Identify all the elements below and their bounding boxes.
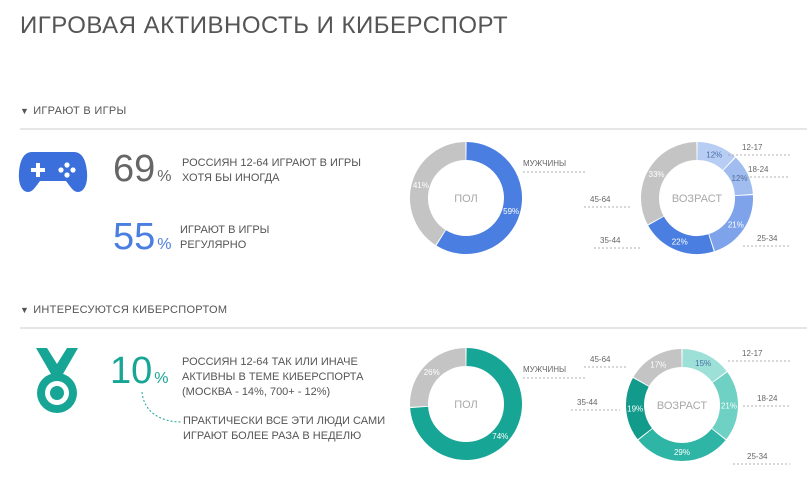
donut-segment xyxy=(436,142,522,254)
stat-text-line: ХОТЯ БЫ ИНОГДА xyxy=(182,172,280,184)
section-divider xyxy=(20,128,807,130)
note-connector-line xyxy=(141,392,183,423)
segment-value-label: 21% xyxy=(728,220,744,229)
donut-center-title: ПОЛ xyxy=(454,193,478,205)
stat-description: РОССИЯН 12-64 ТАК ИЛИ ИНАЧЕ АКТИВНЫ В ТЕ… xyxy=(182,355,363,400)
segment-category-label: 18-24 xyxy=(748,165,769,174)
section-header-gaming: ▼ ИГРАЮТ В ИГРЫ xyxy=(20,105,127,117)
segment-value-label: 33% xyxy=(649,170,665,179)
triangle-down-icon: ▼ xyxy=(20,106,30,116)
segment-category-label: 45-64 xyxy=(590,355,611,364)
segment-value-label: 22% xyxy=(672,238,688,247)
donut-segment xyxy=(641,142,698,225)
donut-center-title: ВОЗРАСТ xyxy=(672,193,722,205)
donut-segment xyxy=(638,428,726,461)
segment-category-label: 35-44 xyxy=(600,236,621,245)
stat-value-69: 69% xyxy=(113,150,172,188)
segment-category-label: 45-64 xyxy=(590,195,611,204)
gamepad-icon xyxy=(18,148,88,194)
donut-segment xyxy=(633,349,683,387)
segment-value-label: 15% xyxy=(695,359,711,368)
stat-number: 10 xyxy=(110,350,153,392)
donut-center-title: ПОЛ xyxy=(454,399,478,411)
note-text-line: ПРАКТИЧЕСКИ ВСЕ ЭТИ ЛЮДИ САМИ xyxy=(183,415,386,427)
donut-segment xyxy=(681,349,727,383)
stat-text-line: АКТИВНЫ В ТЕМЕ КИБЕРСПОРТА xyxy=(182,371,364,383)
donut-segment xyxy=(648,216,714,254)
section-title: ИГРАЮТ В ИГРЫ xyxy=(33,105,127,117)
segment-value-label: 12% xyxy=(732,174,748,183)
donut-segment xyxy=(410,348,522,460)
page-title: ИГРОВАЯ АКТИВНОСТЬ И КИБЕРСПОРТ xyxy=(20,12,509,39)
stat-number: 55 xyxy=(113,216,156,258)
stat-number: 69 xyxy=(113,148,156,190)
stat-text-line: РЕГУЛЯРНО xyxy=(180,239,247,251)
segment-value-label: 59% xyxy=(503,207,519,216)
segment-category-label: 18-24 xyxy=(757,394,778,403)
stat-text-line: ИГРАЮТ В ИГРЫ xyxy=(180,224,270,236)
triangle-down-icon: ▼ xyxy=(20,305,30,315)
donut-segment xyxy=(626,378,653,440)
stat-unit: % xyxy=(157,236,172,253)
section-title: ИНТЕРЕСУЮТСЯ КИБЕРСПОРТОМ xyxy=(33,304,228,316)
note-text: ПРАКТИЧЕСКИ ВСЕ ЭТИ ЛЮДИ САМИ ИГРАЮТ БОЛ… xyxy=(183,414,385,444)
stat-text-line: РОССИЯН 12-64 ТАК ИЛИ ИНАЧЕ xyxy=(182,356,358,368)
donut-segment xyxy=(708,195,753,252)
segment-category-label: 12-17 xyxy=(742,349,763,358)
section-header-esports: ▼ ИНТЕРЕСУЮТСЯ КИБЕРСПОРТОМ xyxy=(20,304,227,316)
donut-segment xyxy=(722,157,753,196)
segment-value-label: 12% xyxy=(706,150,722,159)
stat-unit: % xyxy=(154,370,169,387)
segment-value-label: 21% xyxy=(721,402,737,411)
donut-segment xyxy=(696,142,735,171)
medal-icon xyxy=(30,346,84,416)
donut-center-title: ВОЗРАСТ xyxy=(657,400,707,412)
segment-category-label: МУЖЧИНЫ xyxy=(523,365,566,374)
segment-category-label: 25-34 xyxy=(747,452,768,461)
segment-value-label: 74% xyxy=(492,432,508,441)
note-text-line: ИГРАЮТ БОЛЕЕ РАЗА В НЕДЕЛЮ xyxy=(183,430,362,442)
segment-category-label: МУЖЧИНЫ xyxy=(523,159,566,168)
segment-category-label: 35-44 xyxy=(577,398,598,407)
segment-value-label: 17% xyxy=(650,360,666,369)
segment-value-label: 41% xyxy=(413,181,429,190)
segment-value-label: 19% xyxy=(627,405,643,414)
segment-category-label: 12-17 xyxy=(742,143,763,152)
stat-value-10: 10% xyxy=(110,352,169,390)
stat-description: ИГРАЮТ В ИГРЫ РЕГУЛЯРНО xyxy=(180,223,269,253)
donut-segment xyxy=(711,372,738,440)
stat-text-line: РОССИЯН 12-64 ИГРАЮТ В ИГРЫ xyxy=(182,157,361,169)
donut-segment xyxy=(410,142,467,245)
stat-value-55: 55% xyxy=(113,218,172,256)
donut-segment xyxy=(410,348,467,407)
stat-description: РОССИЯН 12-64 ИГРАЮТ В ИГРЫ ХОТЯ БЫ ИНОГ… xyxy=(182,156,361,186)
segment-category-label: 25-34 xyxy=(757,234,778,243)
section-divider xyxy=(20,327,807,329)
segment-value-label: 29% xyxy=(674,448,690,457)
stat-text-line: (МОСКВА - 14%, 700+ - 12%) xyxy=(182,386,331,398)
stat-unit: % xyxy=(157,168,172,185)
segment-value-label: 26% xyxy=(424,368,440,377)
